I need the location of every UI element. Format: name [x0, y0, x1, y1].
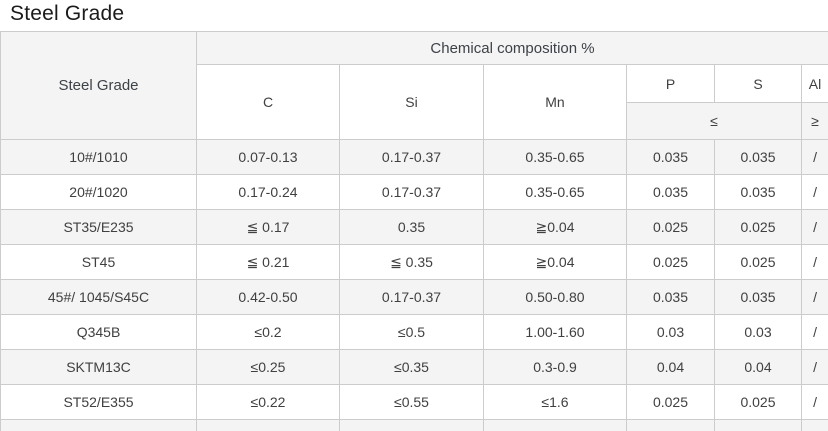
cell-grade: 10#/1010: [0, 139, 197, 175]
cell-p: 0.035: [626, 279, 715, 315]
table-row: ST45 ≦ 0.21 ≦ 0.35 ≧0.04 0.025 0.025 /: [0, 244, 828, 280]
cell-grade: ST45: [0, 244, 197, 280]
cell-al: /: [800, 139, 828, 175]
cell-grade: 20#/1020: [0, 174, 197, 210]
cell-si: 0.17-0.37: [339, 279, 484, 315]
cell-c: 0.07-0.13: [196, 139, 340, 175]
cell-al: /: [800, 244, 828, 280]
cell-si: ≤0.55: [339, 384, 484, 420]
cell-p: 0.035: [626, 174, 715, 210]
cell-si: [339, 419, 484, 431]
page-title: Steel Grade: [10, 2, 125, 25]
cell-mn: ≧0.04: [483, 244, 627, 280]
cell-mn: 0.35-0.65: [483, 174, 627, 210]
cell-s: 0.035: [714, 139, 802, 175]
cell-c: ≤0.22: [196, 384, 340, 420]
cell-p: 0.025: [626, 244, 715, 280]
header-row-limits: ≤ ≥: [1, 102, 828, 140]
cell-grade: 45#/ 1045/S45C: [0, 279, 197, 315]
header-cell-mn: Mn: [483, 64, 627, 140]
cell-al: /: [800, 384, 828, 420]
cell-mn: 0.35-0.65: [483, 139, 627, 175]
table-row: 10#/1010 0.07-0.13 0.17-0.37 0.35-0.65 0…: [0, 139, 828, 175]
header-row-composition: Steel Grade Chemical composition %: [0, 31, 828, 140]
cell-p: [626, 419, 715, 431]
table-body: 10#/1010 0.07-0.13 0.17-0.37 0.35-0.65 0…: [0, 139, 828, 431]
header-cell-ps-limit: ≤: [626, 102, 802, 140]
cell-s: 0.035: [714, 174, 802, 210]
cell-s: 0.025: [714, 244, 802, 280]
header-cell-p: P: [626, 64, 715, 103]
header-cell-chemical-composition: Chemical composition %: [195, 31, 828, 65]
cell-c: ≤0.2: [196, 314, 340, 350]
cell-p: 0.035: [626, 139, 715, 175]
cell-mn: 0.50-0.80: [483, 279, 627, 315]
cell-al: /: [800, 349, 828, 385]
cell-p: 0.025: [626, 384, 715, 420]
cell-grade: ST35/E235: [0, 209, 197, 245]
steel-grade-table: Steel Grade Chemical composition % C Si …: [0, 31, 828, 431]
cell-c: 0.42-0.50: [196, 279, 340, 315]
header-cell-al: Al: [800, 64, 828, 103]
cell-si: 0.17-0.37: [339, 174, 484, 210]
table-row: ST52/E355 ≤0.22 ≤0.55 ≤1.6 0.025 0.025 /: [0, 384, 828, 420]
cell-grade: Q345B: [0, 314, 197, 350]
cell-si: ≤0.5: [339, 314, 484, 350]
cell-grade: SKTM13C: [0, 349, 197, 385]
cell-c: ≦ 0.21: [196, 244, 340, 280]
cell-mn: ≤1.6: [483, 384, 627, 420]
table-row: ST35/E235 ≦ 0.17 0.35 ≧0.04 0.025 0.025 …: [0, 209, 828, 245]
cell-c: [196, 419, 340, 431]
cell-s: [714, 419, 802, 431]
table-row-clipped: [0, 419, 828, 431]
header-cell-si: Si: [339, 64, 484, 140]
table-row: 20#/1020 0.17-0.24 0.17-0.37 0.35-0.65 0…: [0, 174, 828, 210]
cell-si: 0.35: [339, 209, 484, 245]
cell-al: /: [800, 209, 828, 245]
cell-s: 0.04: [714, 349, 802, 385]
cell-al: /: [800, 279, 828, 315]
cell-s: 0.025: [714, 209, 802, 245]
cell-s: 0.025: [714, 384, 802, 420]
cell-mn: 0.3-0.9: [483, 349, 627, 385]
table-row: Q345B ≤0.2 ≤0.5 1.00-1.60 0.03 0.03 /: [0, 314, 828, 350]
header-cell-s: S: [714, 64, 802, 103]
cell-al: [800, 419, 828, 431]
cell-s: 0.03: [714, 314, 802, 350]
cell-c: 0.17-0.24: [196, 174, 340, 210]
cell-grade: [0, 419, 197, 431]
cell-p: 0.03: [626, 314, 715, 350]
cell-si: ≤0.35: [339, 349, 484, 385]
cell-p: 0.025: [626, 209, 715, 245]
cell-s: 0.035: [714, 279, 802, 315]
cell-p: 0.04: [626, 349, 715, 385]
cell-al: /: [800, 174, 828, 210]
table-header: Steel Grade Chemical composition % C Si …: [0, 31, 828, 140]
cell-mn: ≧0.04: [483, 209, 627, 245]
header-cell-c: C: [196, 64, 340, 140]
table-row: 45#/ 1045/S45C 0.42-0.50 0.17-0.37 0.50-…: [0, 279, 828, 315]
cell-si: 0.17-0.37: [339, 139, 484, 175]
cell-c: ≦ 0.17: [196, 209, 340, 245]
cell-mn: 1.00-1.60: [483, 314, 627, 350]
cell-c: ≤0.25: [196, 349, 340, 385]
header-cell-al-limit: ≥: [800, 102, 828, 140]
cell-mn: [483, 419, 627, 431]
table-row: SKTM13C ≤0.25 ≤0.35 0.3-0.9 0.04 0.04 /: [0, 349, 828, 385]
cell-al: /: [800, 314, 828, 350]
cell-si: ≦ 0.35: [339, 244, 484, 280]
header-cell-steel-grade: Steel Grade: [0, 31, 197, 140]
cell-grade: ST52/E355: [0, 384, 197, 420]
